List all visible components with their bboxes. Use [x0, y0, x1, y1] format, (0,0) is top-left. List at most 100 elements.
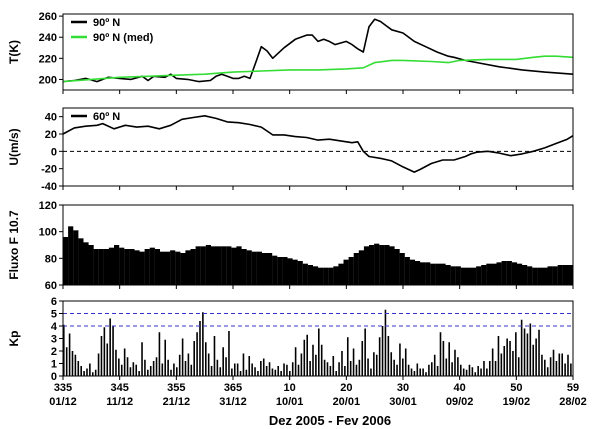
kp-bar — [187, 353, 190, 376]
flux-bar — [328, 267, 334, 285]
kp-bar — [65, 347, 68, 376]
kp-bar — [532, 344, 535, 376]
kp-bar — [94, 369, 97, 376]
kp-bar — [480, 368, 482, 376]
flux-bar — [108, 247, 115, 285]
kp-bar — [239, 371, 242, 376]
kp-bar — [564, 363, 566, 376]
x-tick-label: 20 — [340, 382, 352, 394]
kp-bar — [289, 371, 291, 376]
kp-bar — [436, 366, 439, 376]
kp-bar — [396, 364, 398, 376]
kp-bar — [254, 367, 256, 376]
flux-bar — [185, 250, 191, 285]
kp-bar — [471, 367, 474, 376]
kp-bar — [280, 371, 282, 376]
kp-bar — [567, 354, 569, 376]
kp-bar — [109, 318, 111, 376]
wind-frame — [62, 107, 574, 187]
flux-bar — [93, 249, 99, 285]
flux-bar — [506, 261, 512, 285]
flux-bar — [348, 257, 354, 285]
flux-ytick-label: 80 — [45, 253, 57, 265]
kp-bar — [77, 361, 80, 376]
kp-bar — [283, 363, 285, 376]
kp-bar — [457, 357, 459, 376]
kp-bar — [413, 371, 416, 376]
flux-bar — [170, 250, 176, 285]
temperature-legend-label: 90º N — [93, 17, 120, 29]
kp-bar — [167, 359, 169, 376]
temperature-ytick-label: 220 — [39, 53, 57, 65]
kp-bar — [474, 372, 477, 376]
flux-bar — [139, 251, 145, 285]
flux-bar — [190, 249, 196, 285]
kp-bar — [126, 357, 129, 376]
kp-ytick-label: 6 — [51, 296, 57, 308]
kp-bar — [390, 352, 393, 376]
flux-bar — [195, 246, 201, 285]
flux-bar — [481, 265, 487, 285]
flux-bar — [435, 263, 441, 285]
kp-bar — [491, 348, 494, 376]
flux-bar — [287, 258, 293, 285]
kp-bar — [106, 343, 109, 376]
kp-bar — [303, 339, 306, 376]
kp-bar — [410, 368, 413, 376]
x-tick-date-label: 21/12 — [163, 396, 191, 408]
flux-bar — [557, 265, 563, 285]
kp-bar — [416, 363, 419, 376]
kp-bar — [219, 367, 222, 376]
flux-bar — [282, 257, 288, 285]
kp-bar — [477, 366, 479, 376]
flux-bar — [496, 262, 502, 285]
flux-bar — [522, 265, 528, 285]
x-tick-date-label: 10/01 — [276, 396, 304, 408]
flux-ytick-label: 120 — [39, 200, 57, 212]
flux-bar — [460, 267, 466, 285]
kp-bar — [419, 368, 422, 376]
kp-bar — [147, 369, 149, 376]
flux-bar — [200, 246, 206, 285]
kp-bar — [271, 368, 274, 376]
flux-bar — [124, 249, 130, 285]
x-tick-date-label: 28/02 — [559, 396, 587, 408]
kp-bar — [178, 354, 181, 376]
flux-bar — [73, 230, 79, 285]
kp-bar — [144, 359, 146, 376]
wind-panel: -40 -20 0 20 40 U(m/s) 60º N — [7, 107, 574, 193]
flux-bar — [425, 262, 431, 285]
flux-bar — [154, 249, 160, 285]
flux-bar — [221, 246, 227, 285]
kp-bar — [486, 368, 488, 376]
kp-bar — [112, 326, 114, 376]
kp-bar — [294, 347, 297, 376]
flux-bar — [272, 255, 278, 285]
kp-bar — [407, 364, 410, 376]
flux-bar — [236, 246, 242, 285]
kp-ytick-label: 3 — [51, 334, 57, 346]
kp-bar — [483, 361, 485, 376]
wind-ytick-label: 20 — [45, 129, 57, 141]
x-tick-label: 355 — [167, 382, 185, 394]
kp-bar — [349, 361, 352, 376]
kp-bar — [74, 354, 77, 376]
kp-bar — [384, 309, 387, 376]
x-tick-label: 40 — [454, 382, 466, 394]
kp-bar — [71, 351, 74, 376]
flux-bar — [394, 249, 400, 285]
kp-bar — [202, 312, 204, 376]
kp-bar — [120, 364, 123, 376]
kp-bar — [552, 349, 555, 376]
flux-bar — [409, 259, 415, 285]
kp-bar — [103, 327, 106, 376]
kp-bar — [225, 357, 227, 376]
kp-bar — [338, 362, 340, 376]
kp-bar — [523, 328, 526, 376]
wind-legend-label: 60º N — [93, 111, 120, 123]
flux-bar — [78, 238, 84, 285]
flux-bar — [532, 267, 538, 285]
kp-bar — [265, 366, 268, 376]
kp-bar — [228, 331, 230, 376]
kp-bar — [309, 361, 311, 376]
